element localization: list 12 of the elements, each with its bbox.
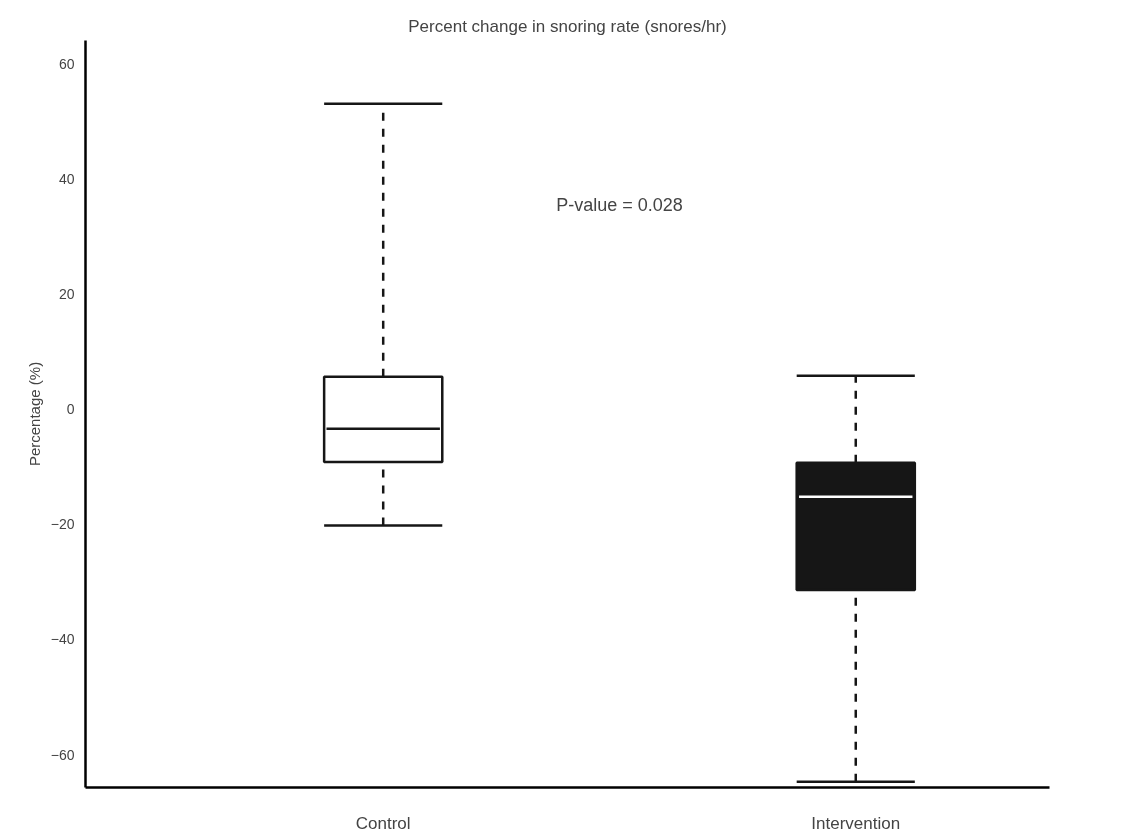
y-tick-label: −20 bbox=[50, 516, 75, 533]
y-tick-label: 60 bbox=[58, 55, 75, 72]
y-tick-label: −40 bbox=[50, 631, 75, 648]
x-tick-label: Intervention bbox=[811, 813, 901, 833]
y-tick-label: 40 bbox=[58, 170, 75, 187]
y-tick-label: 20 bbox=[58, 285, 75, 302]
x-tick-label: Control bbox=[355, 813, 411, 833]
chart-title: Percent change in snoring rate (snores/hr) bbox=[408, 16, 727, 36]
y-tick-label: −60 bbox=[50, 746, 75, 763]
annotation: P-value = 0.028 bbox=[556, 194, 683, 215]
y-axis-title: Percentage (%) bbox=[25, 361, 43, 467]
y-tick-label: 0 bbox=[66, 401, 75, 418]
